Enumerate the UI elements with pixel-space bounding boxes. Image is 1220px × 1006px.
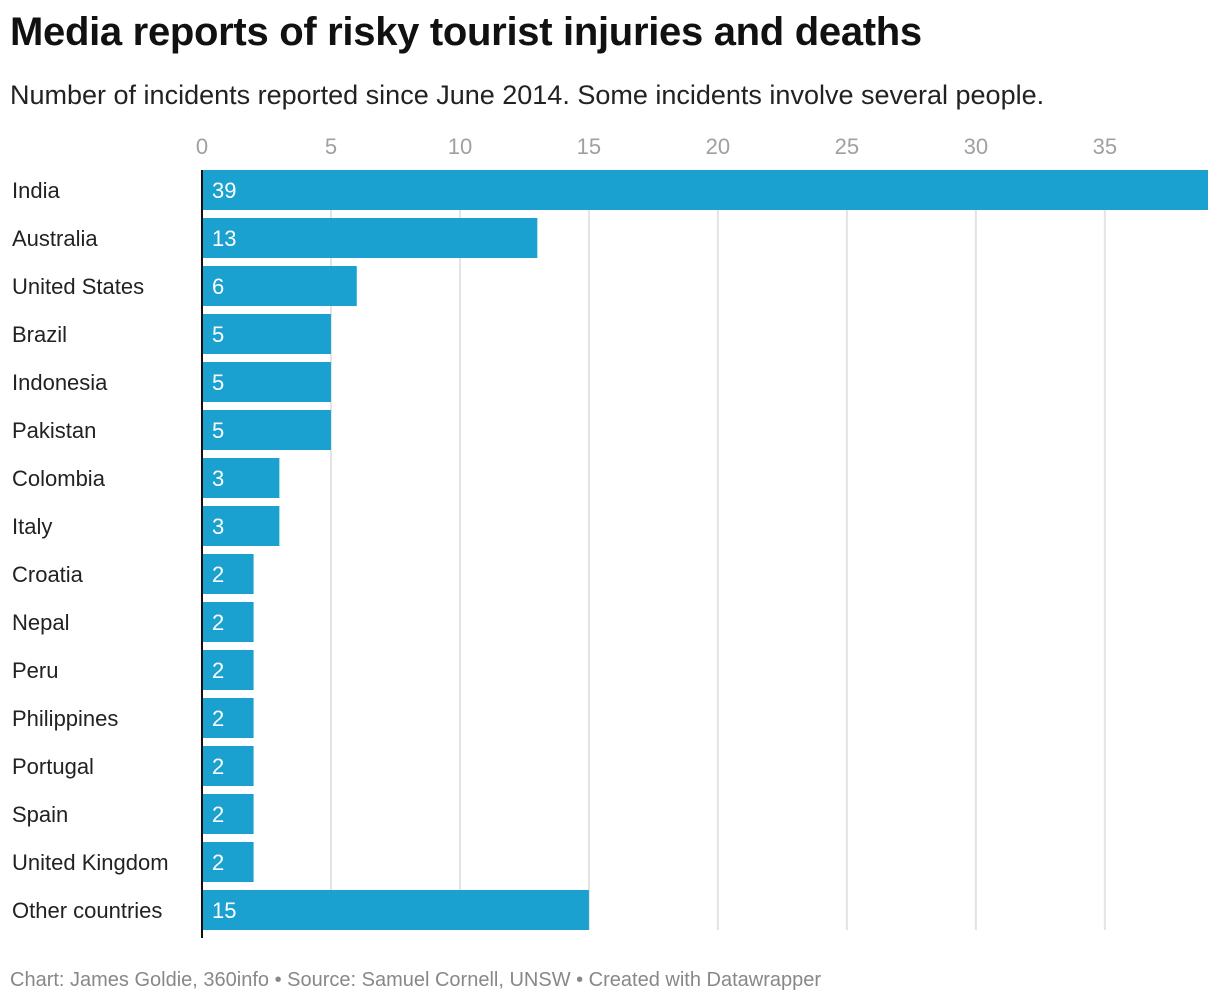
category-label: Spain <box>12 802 68 827</box>
x-tick-label: 0 <box>196 134 208 159</box>
bar <box>202 410 331 450</box>
category-label: Brazil <box>12 322 67 347</box>
bar <box>202 794 254 834</box>
category-label: Portugal <box>12 754 94 779</box>
category-label: Italy <box>12 514 52 539</box>
chart-subtitle: Number of incidents reported since June … <box>10 80 1045 110</box>
data-label: 13 <box>212 226 236 251</box>
data-label: 2 <box>212 562 224 587</box>
bar <box>202 602 254 642</box>
bar <box>202 266 357 306</box>
category-label: Nepal <box>12 610 69 635</box>
data-label: 2 <box>212 802 224 827</box>
data-label: 3 <box>212 514 224 539</box>
data-label: 6 <box>212 274 224 299</box>
category-label: Philippines <box>12 706 118 731</box>
bar <box>202 506 280 546</box>
bar <box>202 314 331 354</box>
x-tick-label: 5 <box>325 134 337 159</box>
bar <box>202 362 331 402</box>
data-label: 5 <box>212 418 224 443</box>
category-label: United States <box>12 274 144 299</box>
bar <box>202 842 254 882</box>
data-label: 2 <box>212 850 224 875</box>
category-label: Indonesia <box>12 370 108 395</box>
x-tick-label: 25 <box>835 134 859 159</box>
category-label: United Kingdom <box>12 850 169 875</box>
bar <box>202 170 1208 210</box>
category-label: Other countries <box>12 898 162 923</box>
category-label: India <box>12 178 60 203</box>
category-label: Colombia <box>12 466 106 491</box>
bar <box>202 218 538 258</box>
data-label: 2 <box>212 658 224 683</box>
data-label: 2 <box>212 610 224 635</box>
chart-title: Media reports of risky tourist injuries … <box>10 10 922 54</box>
category-label: Croatia <box>12 562 84 587</box>
bar <box>202 554 254 594</box>
x-tick-label: 15 <box>577 134 601 159</box>
x-tick-label: 10 <box>448 134 472 159</box>
x-tick-label: 30 <box>964 134 988 159</box>
category-label: Peru <box>12 658 58 683</box>
bar <box>202 890 589 930</box>
chart-footer: Chart: James Goldie, 360info • Source: S… <box>10 969 822 991</box>
data-label: 2 <box>212 754 224 779</box>
category-label: Australia <box>12 226 98 251</box>
x-tick-label: 35 <box>1093 134 1117 159</box>
data-label: 5 <box>212 322 224 347</box>
data-label: 2 <box>212 706 224 731</box>
bar <box>202 458 280 498</box>
bar <box>202 650 254 690</box>
bar <box>202 698 254 738</box>
data-label: 15 <box>212 898 236 923</box>
x-tick-label: 20 <box>706 134 730 159</box>
data-label: 3 <box>212 466 224 491</box>
category-label: Pakistan <box>12 418 96 443</box>
bar <box>202 746 254 786</box>
data-label: 5 <box>212 370 224 395</box>
data-label: 39 <box>212 178 236 203</box>
